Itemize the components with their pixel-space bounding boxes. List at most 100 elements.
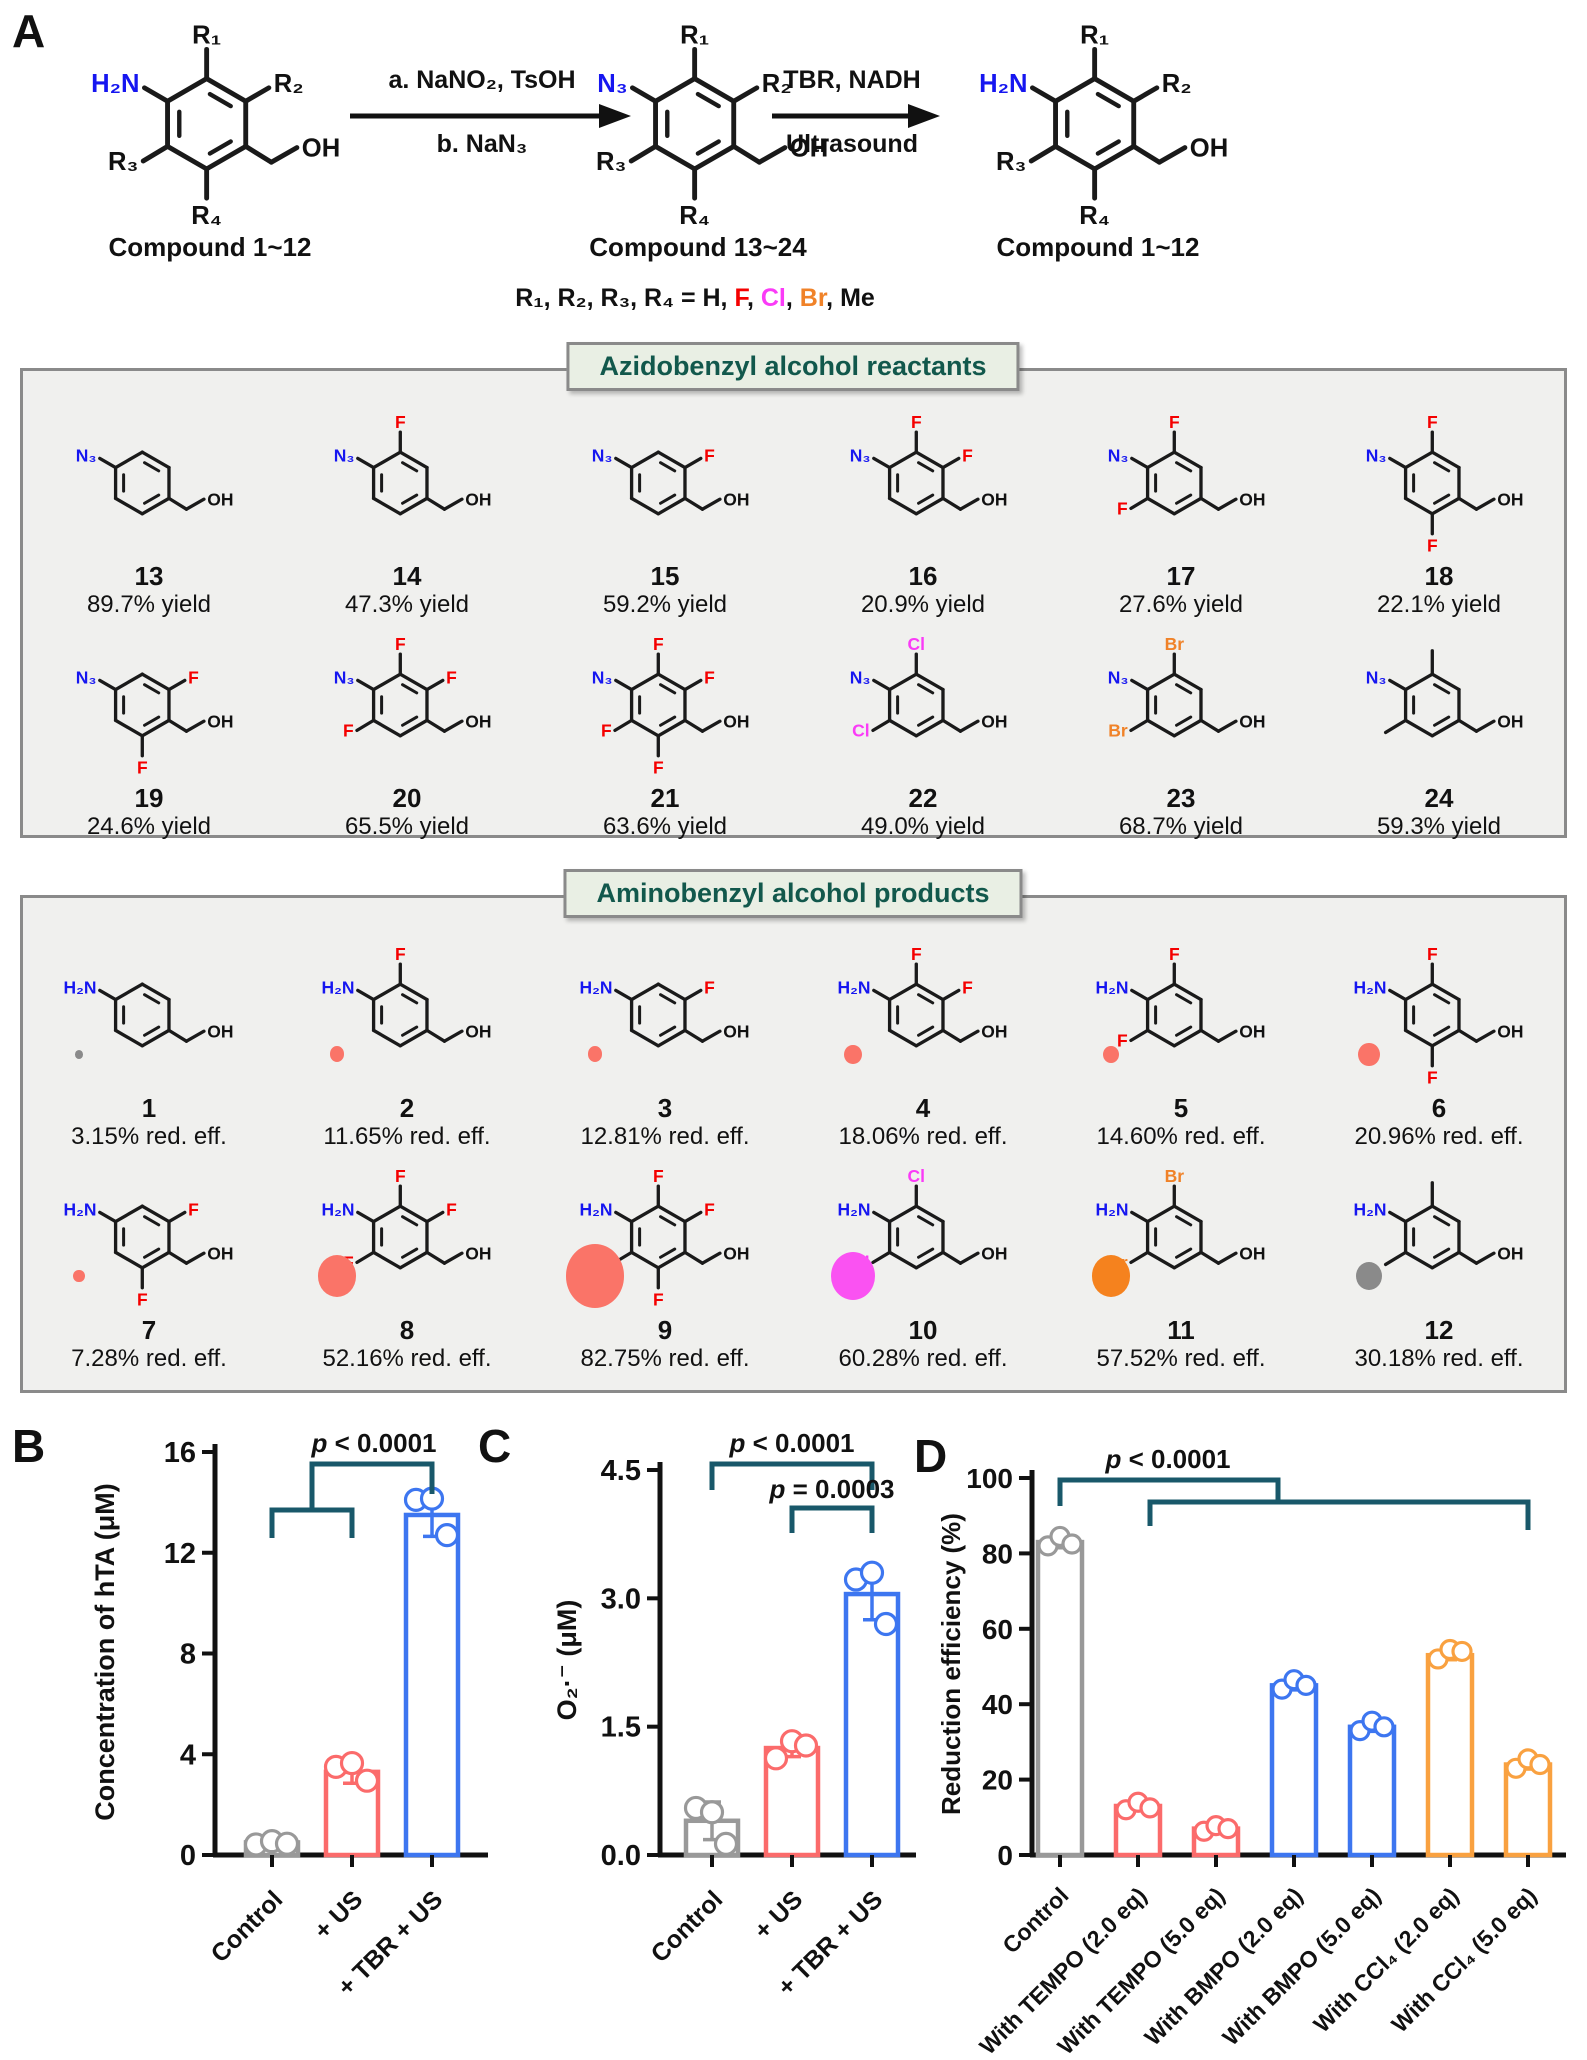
substituent-label: F [1117, 1031, 1128, 1051]
substituent-label: OH [1497, 1243, 1523, 1263]
substituent-label: F [601, 721, 612, 741]
substituent-label: F [653, 1289, 664, 1309]
x-category-label-control: Control [646, 1885, 729, 1968]
substituent-label: H₂N [63, 977, 96, 997]
y-tick-label: 12 [164, 1538, 196, 1570]
substituent-label: F [704, 1199, 715, 1219]
substituent-label: F [704, 977, 715, 997]
compound-number: 23 [1166, 783, 1196, 814]
compound-number: 14 [392, 561, 422, 592]
bar-with-ccl-2-0-eq [1425, 1652, 1475, 1858]
substituent-label: OH [723, 711, 749, 731]
structure-compound-24: N₃ OH [1366, 649, 1524, 738]
substituent-label: OH [790, 135, 828, 163]
substituent-label: R₂ [274, 70, 304, 98]
substituent-label: N₃ [1366, 445, 1387, 465]
bar-tbr-us [403, 1512, 461, 1858]
bar-charts-panel: B 0 4 8 12 16 Concentration of hTA (μM) Control… [12, 1420, 1566, 2059]
structure-compound-16: N₃ OH F F [850, 412, 1008, 516]
data-point [1217, 1818, 1239, 1840]
legend-part: Cl [760, 284, 786, 312]
y-axis-title: Reduction efficiency (%) [936, 1513, 966, 1815]
compound-number: 6 [1431, 1093, 1447, 1124]
compound-cell-8: H₂NOHFFF852.16% red. eff. [287, 1162, 527, 1372]
compound-cell-24: N₃ OH 24 59.3% yield [1319, 630, 1559, 840]
compound-value: 30.18% red. eff. [1354, 1344, 1524, 1372]
compound-cell-17: N₃ OH F F 17 27.6% yield [1061, 408, 1301, 618]
substituent-label: R₄ [1079, 202, 1110, 230]
structure-compound-23: N₃ OH Br Br [1108, 634, 1266, 741]
substituent-label: OH [723, 1021, 749, 1041]
compound-cell-18: N₃ OH F F 18 22.1% yield [1319, 408, 1559, 618]
substituent-label: R₃ [596, 148, 626, 176]
efficiency-dot-10 [830, 1252, 876, 1300]
panel-label-b: B [12, 1420, 45, 1472]
substituent-label: F [395, 1166, 406, 1186]
data-point [354, 1768, 380, 1793]
substituent-label: N₃ [850, 667, 871, 687]
substituent-label: F [1169, 412, 1180, 432]
p-value-label: p < 0.0001 [728, 1428, 854, 1458]
substituent-label: H₂N [321, 977, 354, 997]
compound-number: 18 [1424, 561, 1454, 592]
substituent-label: Br [1108, 721, 1128, 741]
substituent-label: F [911, 412, 922, 432]
substituent-label: R₄ [679, 202, 710, 230]
substituent-label: N₃ [76, 667, 97, 687]
substituent-label: OH [1497, 711, 1523, 731]
substituent-label: OH [981, 489, 1007, 509]
y-tick-label: 16 [164, 1437, 196, 1469]
y-tick-label: 0 [997, 1840, 1013, 1871]
compound-value: 11.65% red. eff. [323, 1122, 491, 1150]
substituent-label: F [704, 667, 715, 687]
structure-compound-1: H₂N OH [63, 977, 234, 1048]
efficiency-dot-4 [844, 1044, 862, 1064]
substituent-label: H₂N [1095, 977, 1128, 997]
compound-cell-23: N₃ OH Br Br 23 68.7% yield [1061, 630, 1301, 840]
arrow-head-1-icon [599, 104, 631, 128]
compound-cell-3: H₂N OH F 3 12.81% red. eff. [545, 940, 785, 1150]
legend-part: , [746, 284, 761, 312]
substituent-label: H₂N [837, 977, 870, 997]
compound-number: 22 [908, 783, 938, 814]
significance-bracket [789, 1505, 875, 1533]
compound-value: 3.15% red. eff. [71, 1122, 227, 1150]
substituent-label: F [653, 757, 664, 777]
significance-bracket [709, 1461, 875, 1490]
products-box [20, 895, 1567, 1393]
efficiency-dot-1 [74, 1049, 84, 1059]
bar-with-bmpo-5-0-eq [1347, 1724, 1397, 1858]
substituent-label: N₃ [1108, 445, 1129, 465]
bar-with-bmpo-2-0-eq [1269, 1683, 1319, 1858]
substituent-label: N₃ [850, 445, 871, 465]
efficiency-dot-7 [73, 1270, 85, 1282]
substituent-label: F [1169, 944, 1180, 964]
compound-cell-7: H₂N OH F F 7 7.28% red. eff. [29, 1162, 269, 1372]
compound-cell-4: H₂N OH F F 4 18.06% red. eff. [803, 940, 1043, 1150]
arrow2-condition-top: TBR, NADH [783, 66, 921, 94]
legend-part: , [785, 284, 800, 312]
substituent-label: H₂N [1095, 1199, 1128, 1219]
compound-cell-10: H₂NOHClCl1060.28% red. eff. [803, 1162, 1043, 1372]
substituent-label: H₂N [321, 1199, 354, 1219]
substituent-label: OH [981, 711, 1007, 731]
y-tick-label: 3.0 [601, 1583, 641, 1615]
substituent-label: OH [207, 1243, 233, 1263]
y-axis-title: Concentration of hTA (μM) [90, 1483, 120, 1820]
legend-part: F [734, 284, 747, 312]
significance-bracket [1147, 1499, 1531, 1530]
substituent-label: OH [1497, 1021, 1523, 1041]
substituent-label: OH [723, 1243, 749, 1263]
substituent-label: F [1427, 1067, 1438, 1087]
substituent-label: N₃ [1366, 667, 1387, 687]
substituent-label: OH [1239, 1021, 1265, 1041]
substituent-label: F [343, 721, 354, 741]
substituent-label: OH [723, 489, 749, 509]
y-tick-label: 80 [982, 1538, 1013, 1569]
substituent-label: Cl [852, 721, 870, 741]
compound-number: 15 [650, 561, 680, 592]
panel-a-label: A [12, 5, 46, 57]
efficiency-dot-6 [1358, 1042, 1380, 1066]
compound-number: 19 [134, 783, 164, 814]
